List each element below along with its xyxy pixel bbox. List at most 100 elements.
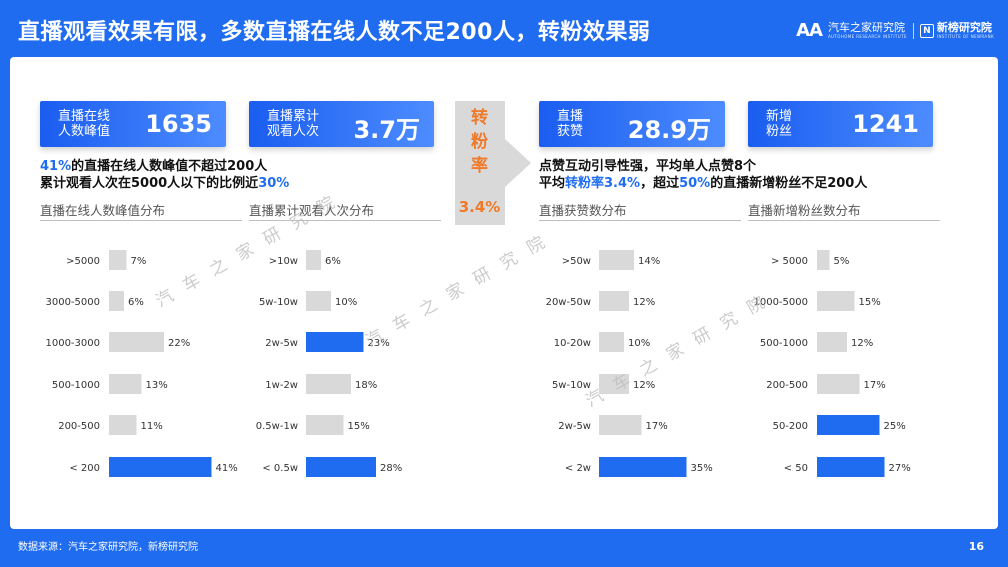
bar (599, 250, 634, 270)
logo: AA 汽车之家研究院 AUTOHOME RESEARCH INSTITUTE N… (796, 20, 994, 41)
chart-title-new-fans: 直播新增粉丝数分布 (748, 200, 940, 221)
bar (817, 457, 885, 477)
logo-divider (912, 22, 914, 39)
data-label: 13% (146, 380, 168, 391)
bar (306, 291, 331, 311)
kpi-card-likes: 直播 获赞 28.9万 (539, 101, 725, 147)
bar (817, 291, 855, 311)
data-label: 10% (335, 297, 357, 308)
conversion-arrow-icon (455, 101, 531, 225)
category-label: 2w-5w (265, 338, 298, 349)
kpi-card-new-fans: 新增 粉丝 1241 (748, 101, 933, 147)
autohome-logo-text: 汽车之家研究院 AUTOHOME RESEARCH INSTITUTE (827, 21, 907, 39)
category-label: < 2w (565, 463, 591, 474)
autohome-logo-mark: AA (796, 20, 823, 41)
category-label: 20w-50w (546, 297, 591, 308)
category-label: 50-200 (773, 421, 808, 432)
data-label: 25% (884, 421, 906, 432)
category-label: 0.5w-1w (256, 421, 298, 432)
data-label: 27% (889, 463, 911, 474)
bar (109, 374, 142, 394)
chart-title-peak-online: 直播在线人数峰值分布 (40, 200, 242, 221)
category-label: 1w-2w (265, 380, 298, 391)
conversion-label: 转粉率 (471, 108, 488, 176)
data-label: 17% (864, 380, 886, 391)
data-label: 35% (691, 463, 713, 474)
bar (306, 415, 344, 435)
bar (817, 250, 830, 270)
data-label: 7% (131, 256, 147, 267)
data-label: 15% (348, 421, 370, 432)
category-label: < 0.5w (262, 463, 298, 474)
chart-title-likes: 直播获赞数分布 (539, 200, 741, 221)
category-label: 10-20w (554, 338, 591, 349)
data-label: 28% (380, 463, 402, 474)
bar (306, 332, 364, 352)
bar (109, 457, 212, 477)
bar (599, 457, 687, 477)
kpi-value: 28.9万 (627, 116, 711, 144)
category-label: < 50 (784, 463, 808, 474)
notes-right: 点赞互动引导性强，平均单人点赞8个 平均转粉率3.4%，超过50%的直播新增粉丝… (539, 159, 868, 191)
data-label: 11% (141, 421, 163, 432)
bar (306, 250, 321, 270)
kpi-value: 1635 (145, 110, 212, 138)
page-title: 直播观看效果有限，多数直播在线人数不足200人，转粉效果弱 (18, 20, 651, 45)
data-source: 数据来源：汽车之家研究院，新榜研究院 (18, 542, 198, 553)
data-label: 5% (834, 256, 850, 267)
bar (109, 332, 164, 352)
data-label: 10% (628, 338, 650, 349)
kpi-card-total-views: 直播累计 观看人次 3.7万 (249, 101, 434, 147)
category-label: 200-500 (58, 421, 100, 432)
kpi-card-peak-online: 直播在线 人数峰值 1635 (40, 101, 226, 147)
data-label: 6% (128, 297, 144, 308)
conversion-rate: 3.4% (458, 198, 501, 216)
category-label: 1000-5000 (753, 297, 808, 308)
category-label: 5w-10w (552, 380, 591, 391)
newrank-logo: N 新榜研究院 INSTITUTE OF NEWRANK (919, 22, 994, 39)
data-label: 14% (638, 256, 660, 267)
category-label: >50w (562, 256, 591, 267)
bar (599, 332, 624, 352)
data-label: 23% (368, 338, 390, 349)
bar (109, 250, 127, 270)
category-label: 1000-3000 (45, 338, 100, 349)
category-label: >10w (269, 256, 298, 267)
bar (817, 415, 880, 435)
bar (306, 457, 376, 477)
bar (817, 374, 860, 394)
data-label: 18% (355, 380, 377, 391)
data-label: 15% (859, 297, 881, 308)
category-label: > 5000 (771, 256, 808, 267)
notes-left: 41%的直播在线人数峰值不超过200人 累计观看人次在5000人以下的比例近30… (40, 159, 290, 191)
bar (599, 415, 642, 435)
data-label: 22% (168, 338, 190, 349)
data-label: 17% (646, 421, 668, 432)
category-label: 5w-10w (259, 297, 298, 308)
kpi-value: 1241 (852, 110, 919, 138)
bar (109, 415, 137, 435)
category-label: 3000-5000 (45, 297, 100, 308)
bar (817, 332, 847, 352)
category-label: 500-1000 (760, 338, 808, 349)
category-label: 2w-5w (558, 421, 591, 432)
newrank-logo-icon: N (919, 23, 934, 38)
kpi-value: 3.7万 (353, 116, 420, 144)
page-number: 16 (968, 540, 984, 553)
data-label: 41% (216, 463, 238, 474)
data-label: 6% (325, 256, 341, 267)
bar (599, 374, 629, 394)
bar (599, 291, 629, 311)
category-label: >5000 (66, 256, 100, 267)
bar (109, 291, 124, 311)
category-label: 200-500 (766, 380, 808, 391)
chart-title-total-views: 直播累计观看人次分布 (249, 200, 441, 221)
data-label: 12% (633, 297, 655, 308)
category-label: < 200 (69, 463, 100, 474)
data-label: 12% (633, 380, 655, 391)
bar (306, 374, 351, 394)
category-label: 500-1000 (52, 380, 100, 391)
data-label: 12% (851, 338, 873, 349)
